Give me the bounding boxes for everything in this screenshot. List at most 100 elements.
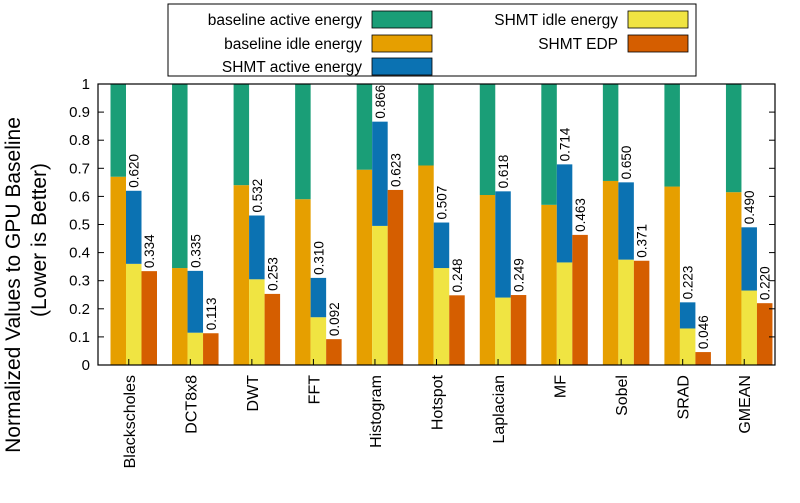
data-label-shmt-total: 0.620 — [127, 154, 142, 188]
legend-swatch-shmt-edp — [627, 34, 689, 53]
y-tick-label: 0.4 — [69, 245, 90, 262]
bar-shmt-active — [495, 191, 511, 298]
legend-label-shmt-idle: SHMT idle energy — [494, 12, 618, 29]
bar-shmt-idle — [433, 268, 450, 365]
bar-shmt-active — [126, 190, 142, 264]
bar-shmt-idle — [126, 263, 142, 365]
data-label-shmt-total: 0.310 — [311, 241, 326, 275]
x-tick-label: Sobel — [614, 375, 631, 416]
y-tick-label: 1 — [82, 76, 90, 93]
y-tick-label: 0 — [82, 357, 90, 374]
bar-baseline-active — [725, 84, 742, 193]
legend-swatch-baseline-idle — [371, 34, 433, 53]
y-tick-label: 0.8 — [69, 132, 90, 149]
bar-shmt-edp — [387, 189, 404, 365]
bar-shmt-edp — [510, 295, 527, 365]
bar-shmt-edp — [326, 339, 342, 365]
bar-baseline-idle — [725, 192, 742, 365]
y-tick-label: 0.5 — [69, 217, 90, 234]
bar-shmt-edp — [203, 333, 219, 365]
data-label-shmt-total: 0.866 — [373, 85, 388, 119]
bar-baseline-idle — [664, 186, 680, 365]
bar-baseline-active — [172, 84, 188, 269]
bar-baseline-idle — [172, 268, 188, 365]
x-tick-label: FFT — [306, 375, 323, 405]
data-label-shmt-total: 0.650 — [619, 146, 634, 180]
x-tick-label: SRAD — [676, 375, 693, 419]
data-label-shmt-edp: 0.371 — [635, 224, 650, 258]
bar-shmt-active — [741, 227, 757, 291]
bar-shmt-idle — [249, 279, 265, 365]
y-axis: 0 0.1 0.2 0.3 0.4 0.5 0.6 0.7 0.8 0.9 1 — [69, 76, 775, 374]
bar-shmt-idle — [187, 332, 204, 365]
data-label-shmt-total: 0.490 — [742, 191, 757, 225]
data-label-shmt-edp: 0.253 — [265, 257, 280, 291]
y-axis-label-sub: (Lower is Better) — [28, 163, 51, 317]
x-tick-label: MF — [553, 375, 570, 398]
y-tick-label: 0.1 — [69, 329, 90, 346]
data-label-shmt-total: 0.335 — [188, 234, 203, 268]
bar-baseline-active — [541, 84, 557, 205]
x-tick-label: Laplacian — [491, 375, 508, 444]
data-label-shmt-edp: 0.623 — [388, 153, 403, 187]
bar-baseline-active — [356, 84, 373, 170]
bar-shmt-active — [433, 222, 450, 269]
bar-baseline-active — [664, 84, 680, 187]
bar-shmt-active — [310, 277, 327, 318]
bar-baseline-idle — [418, 165, 434, 365]
y-tick-label: 0.2 — [69, 301, 90, 318]
legend-label-baseline-idle: baseline idle energy — [224, 36, 362, 53]
data-label-shmt-edp: 0.220 — [758, 266, 773, 300]
data-label-shmt-edp: 0.113 — [204, 297, 219, 330]
y-tick-label: 0.3 — [69, 273, 90, 290]
bar-shmt-active — [372, 121, 388, 226]
bar-shmt-active — [618, 182, 634, 260]
bar-shmt-edp — [264, 293, 281, 365]
legend-label-baseline-active: baseline active energy — [208, 12, 362, 29]
bar-baseline-active — [233, 84, 250, 186]
bar-baseline-active — [602, 84, 619, 181]
bar-baseline-idle — [479, 194, 496, 365]
data-label-shmt-total: 0.618 — [496, 155, 511, 189]
data-label-shmt-total: 0.532 — [250, 179, 265, 213]
bar-baseline-active — [418, 84, 434, 166]
bar-baseline-active — [110, 84, 126, 177]
bar-shmt-edp — [633, 260, 650, 365]
legend-label-shmt-active: SHMT active energy — [222, 59, 362, 76]
bar-shmt-edp — [449, 295, 465, 365]
bar-baseline-idle — [356, 169, 373, 365]
legend: baseline active energy baseline idle ene… — [167, 3, 697, 77]
x-tick-label: Hotspot — [430, 374, 447, 430]
bar-shmt-active — [187, 270, 204, 333]
data-label-shmt-total: 0.223 — [681, 266, 696, 300]
y-tick-label: 0.6 — [69, 188, 90, 205]
bar-shmt-idle — [310, 317, 327, 365]
bar-shmt-active — [556, 164, 573, 263]
x-tick-label: DWT — [245, 375, 262, 412]
bar-baseline-idle — [233, 185, 250, 365]
data-label-shmt-edp: 0.248 — [450, 259, 465, 293]
legend-swatch-baseline-active — [371, 10, 433, 29]
data-label-shmt-edp: 0.249 — [512, 258, 527, 292]
bar-shmt-edp — [141, 271, 157, 365]
data-label-shmt-edp: 0.334 — [142, 234, 157, 268]
bar-baseline-active — [479, 84, 496, 195]
bar-shmt-edp — [572, 234, 588, 365]
x-tick-label: GMEAN — [737, 375, 754, 434]
bar-baseline-active — [295, 84, 311, 200]
bar-shmt-idle — [618, 259, 634, 365]
x-tick-label: Histogram — [368, 375, 385, 448]
x-tick-label: Blackscholes — [122, 375, 139, 468]
bar-shmt-active — [249, 215, 265, 280]
y-tick-label: 0.7 — [69, 160, 90, 177]
bar-shmt-idle — [556, 262, 573, 365]
data-label-shmt-edp: 0.046 — [696, 315, 711, 349]
data-label-shmt-edp: 0.463 — [573, 198, 588, 232]
legend-label-shmt-edp: SHMT EDP — [538, 36, 618, 53]
x-tick-label: DCT8x8 — [183, 375, 200, 434]
bar-shmt-idle — [495, 297, 511, 365]
bar-baseline-idle — [110, 176, 126, 365]
bar-shmt-active — [679, 302, 696, 329]
bar-shmt-idle — [741, 290, 757, 365]
